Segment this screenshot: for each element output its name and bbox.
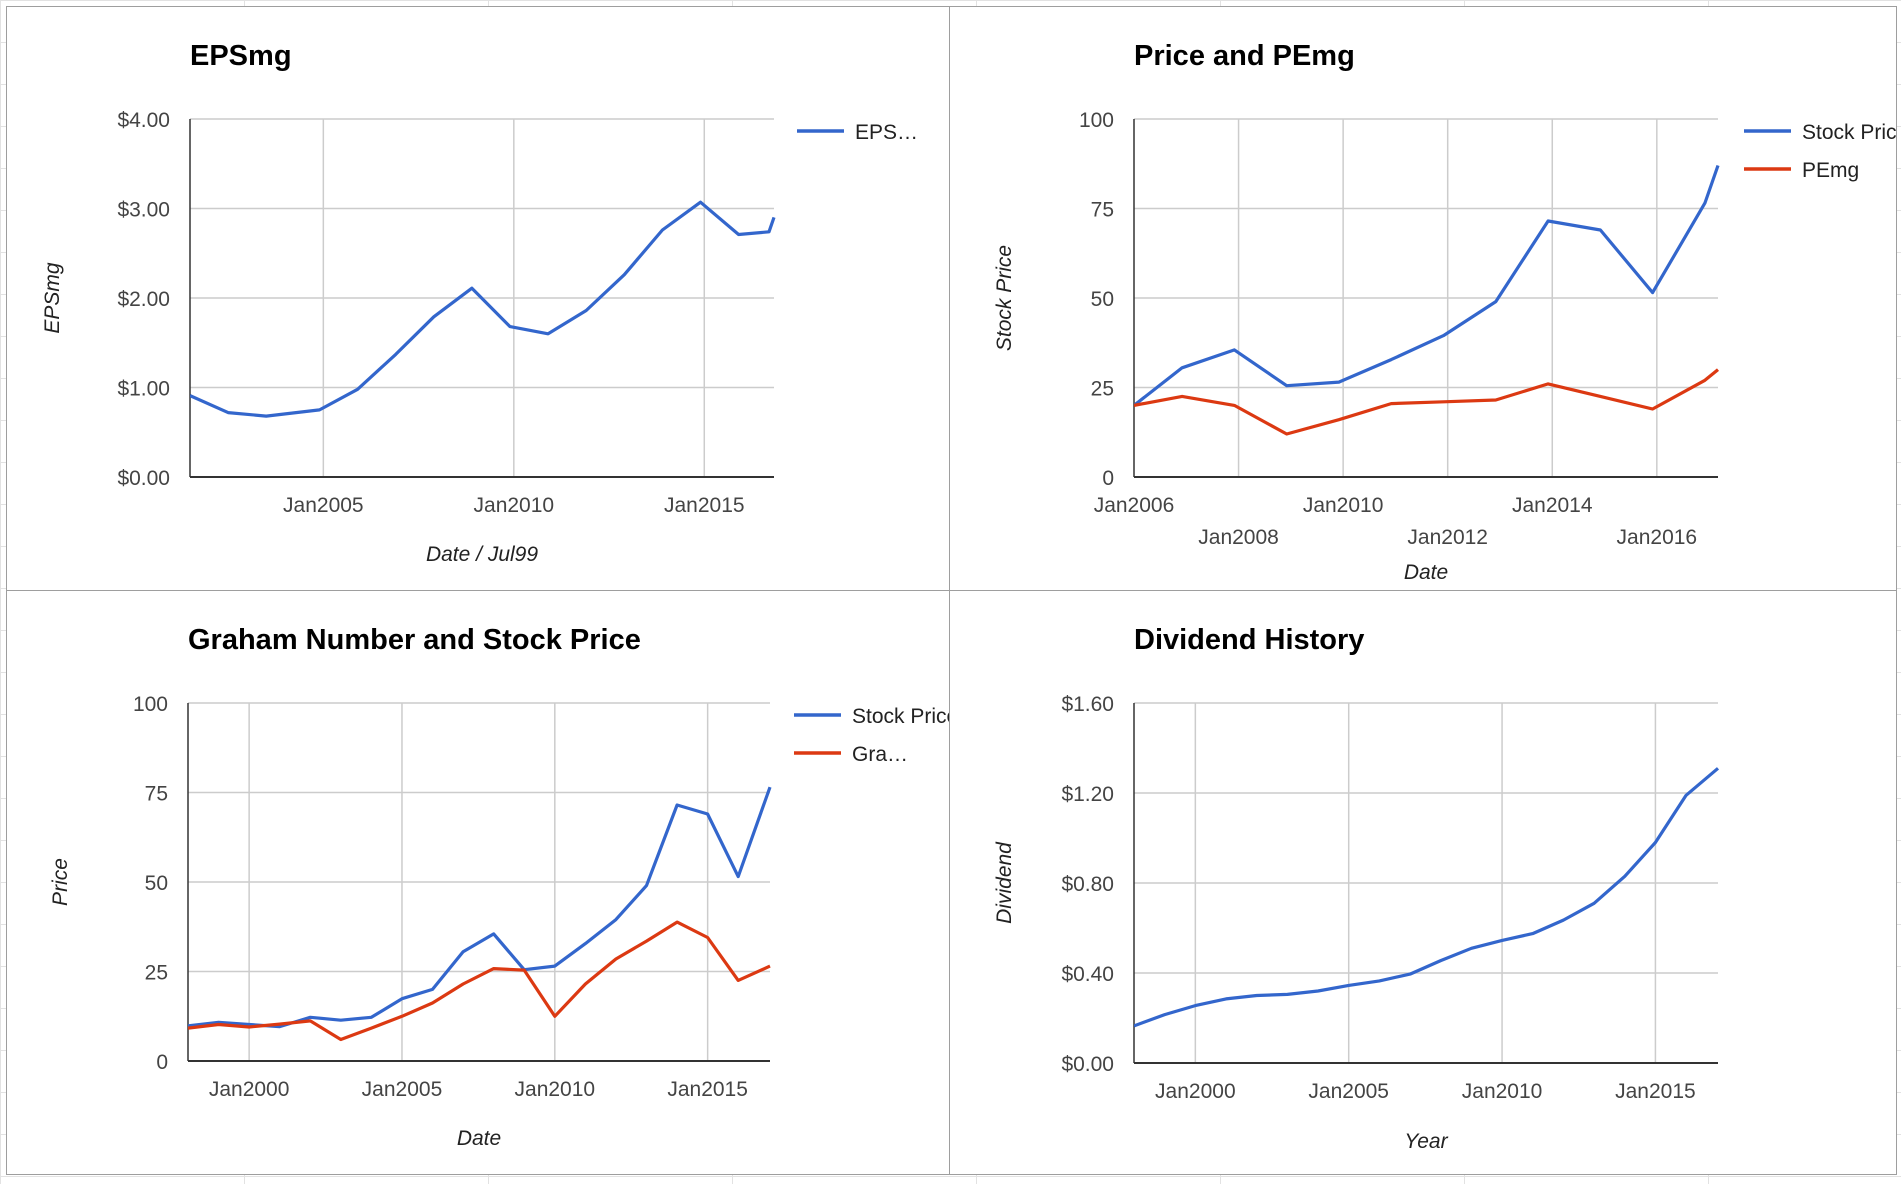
chart-panel-price-and-pemg[interactable]: Price and PEmg 0 25 50 75 100 Jan2006 Jan2008 Ja… — [949, 6, 1897, 591]
x-axis-label: Date / Jul99 — [426, 543, 538, 566]
chart-title: Graham Number and Stock Price — [188, 624, 641, 656]
y-tick-label: 0 — [156, 1051, 168, 1074]
x-tick-label: Jan2010 — [1303, 494, 1384, 517]
x-tick-label: Jan2005 — [1308, 1080, 1389, 1103]
chart-title: Dividend History — [1134, 624, 1364, 656]
x-tick-label: Jan2006 — [1094, 494, 1175, 517]
series-line-1 — [188, 920, 771, 1042]
chart-panel-epsmg[interactable]: EPSmg $0.00 $1.00 $2.00 $3.00 $4.00 Jan2005 Jan… — [6, 6, 950, 591]
chart-svg: Price and PEmg 0 25 50 75 100 Jan2006 Jan2008 Ja… — [993, 40, 1897, 584]
series-line-0 — [190, 200, 776, 418]
y-tick-label: $0.00 — [1061, 1053, 1114, 1076]
x-tick-label: Jan2000 — [209, 1078, 290, 1101]
x-tick-label: Jan2005 — [362, 1078, 443, 1101]
y-tick-label: $0.00 — [117, 467, 170, 490]
chart-svg: Dividend History $0.00 $0.40 $0.80 $1.20 $1.6… — [993, 624, 1720, 1153]
x-tick-label: Jan2014 — [1512, 494, 1593, 517]
x-tick-label: Jan2010 — [1462, 1080, 1543, 1103]
y-tick-label: $0.80 — [1061, 873, 1114, 896]
x-axis-label: Year — [1404, 1130, 1448, 1153]
y-tick-label: 75 — [145, 783, 168, 806]
legend-label-1: PEmg — [1802, 159, 1859, 182]
legend-label-0: EPS… — [855, 121, 918, 144]
y-tick-label: 100 — [1079, 109, 1114, 132]
series-line-0 — [188, 786, 772, 1029]
x-tick-label: Jan2016 — [1617, 526, 1698, 549]
x-tick-label: Jan2010 — [474, 494, 555, 517]
series-line-0 — [1134, 767, 1720, 1028]
x-axis-label: Date — [457, 1127, 501, 1150]
series-line-0 — [1134, 164, 1720, 407]
x-tick-label: Jan2008 — [1198, 526, 1279, 549]
x-tick-label: Jan2015 — [667, 1078, 748, 1101]
y-tick-label: 25 — [1091, 378, 1114, 401]
series-line-1 — [1134, 368, 1720, 436]
y-tick-label: $2.00 — [117, 288, 170, 311]
x-tick-label: Jan2010 — [515, 1078, 596, 1101]
x-tick-label: Jan2015 — [1615, 1080, 1696, 1103]
y-axis-label: Dividend — [993, 841, 1016, 924]
y-tick-label: 25 — [145, 962, 168, 985]
y-tick-label: 75 — [1091, 199, 1114, 222]
chart-svg: EPSmg $0.00 $1.00 $2.00 $3.00 $4.00 Jan2005 Jan… — [41, 40, 918, 566]
y-tick-label: $1.60 — [1061, 693, 1114, 716]
x-axis-label: Date — [1404, 561, 1448, 584]
chart-svg: Graham Number and Stock Price 0 25 50 75 100 J… — [49, 624, 950, 1150]
y-tick-label: 50 — [1091, 288, 1114, 311]
chart-panel-dividend-history[interactable]: Dividend History $0.00 $0.40 $0.80 $1.20 $1.6… — [949, 590, 1897, 1175]
chart-panel-graham-number[interactable]: Graham Number and Stock Price 0 25 50 75 100 J… — [6, 590, 950, 1175]
y-tick-label: $0.40 — [1061, 963, 1114, 986]
y-tick-label: 100 — [133, 693, 168, 716]
y-tick-label: 0 — [1102, 467, 1114, 490]
x-tick-label: Jan2005 — [283, 494, 364, 517]
chart-title: EPSmg — [190, 40, 292, 72]
y-tick-label: $1.00 — [117, 378, 170, 401]
y-tick-label: $1.20 — [1061, 783, 1114, 806]
y-axis-label: EPSmg — [41, 262, 64, 334]
y-tick-label: 50 — [145, 872, 168, 895]
y-axis-label: Stock Price — [993, 245, 1016, 351]
y-axis-label: Price — [49, 858, 72, 906]
x-tick-label: Jan2000 — [1155, 1080, 1236, 1103]
legend-label-1: Gra… — [852, 743, 908, 766]
x-tick-label: Jan2015 — [664, 494, 745, 517]
chart-title: Price and PEmg — [1134, 40, 1355, 72]
x-tick-label: Jan2012 — [1407, 526, 1488, 549]
y-tick-label: $4.00 — [117, 109, 170, 132]
legend-label-0: Stock Price — [1802, 121, 1897, 144]
y-tick-label: $3.00 — [117, 199, 170, 222]
legend-label-0: Stock Price — [852, 705, 950, 728]
